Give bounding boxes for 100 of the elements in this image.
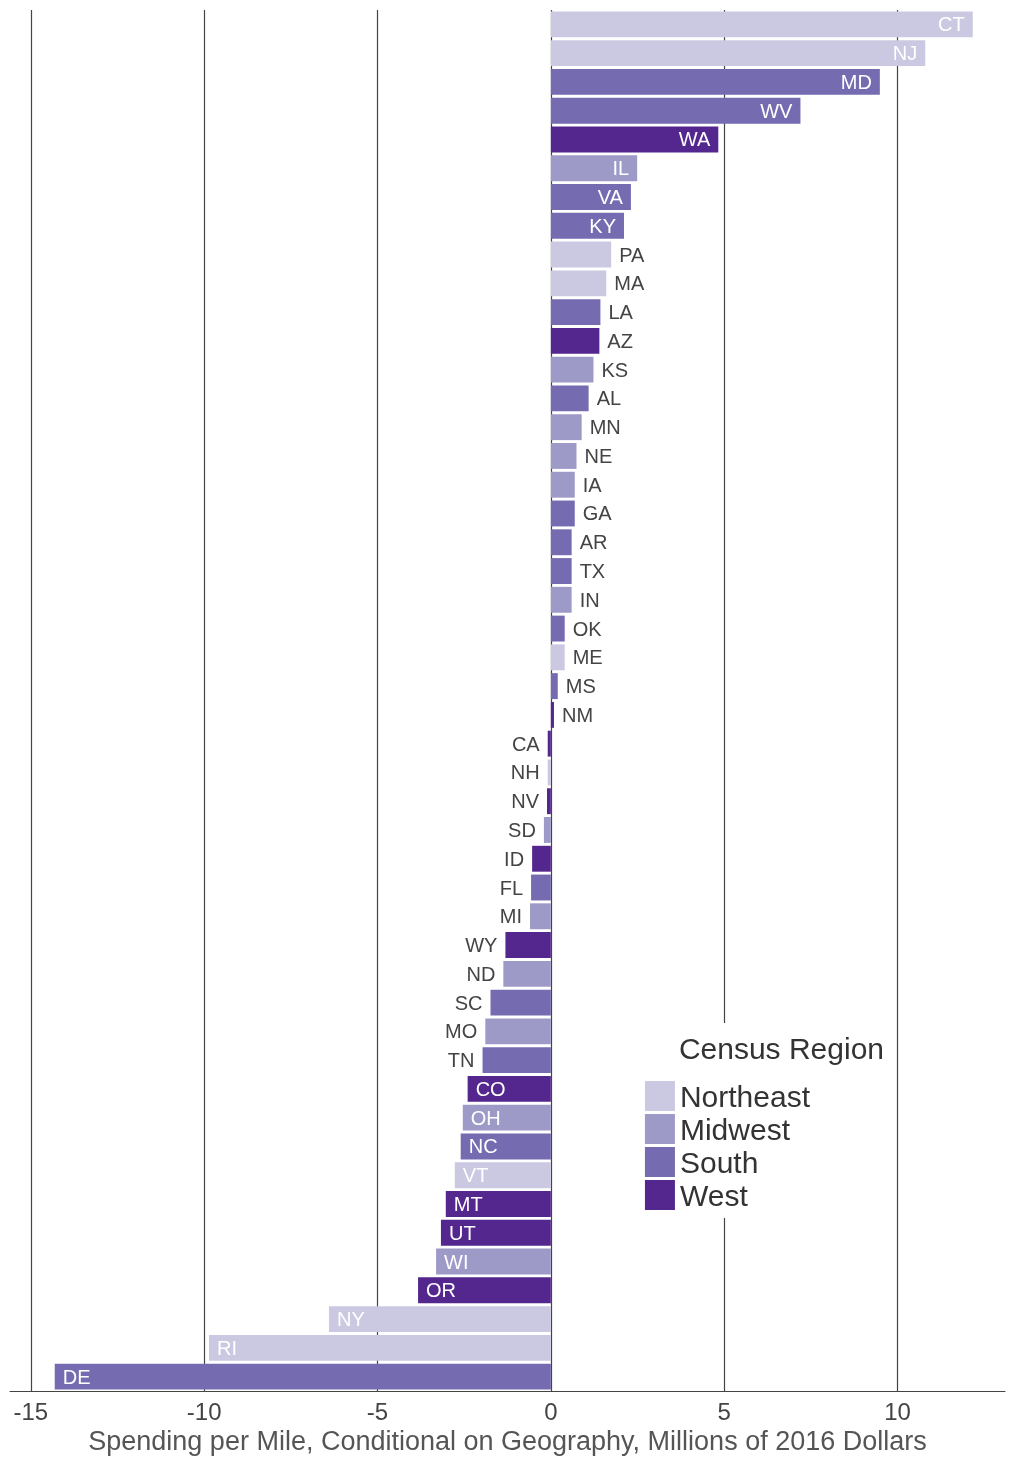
- y-tick-label: NV: [511, 790, 540, 813]
- bar: [550, 184, 631, 210]
- bar: [550, 11, 973, 38]
- bar: [550, 673, 558, 700]
- y-tick-label: MN: [589, 416, 621, 439]
- y-tick-label: NE: [584, 444, 613, 467]
- bar: [505, 932, 551, 958]
- y-tick-label: OR: [426, 1279, 457, 1302]
- y-tick-label: UT: [448, 1221, 476, 1244]
- bar: [530, 903, 551, 930]
- bar: [550, 500, 575, 527]
- y-tick-label: IL: [612, 157, 630, 180]
- bar: [550, 155, 638, 182]
- bar: [482, 1047, 551, 1074]
- y-tick-label: ID: [504, 847, 525, 870]
- y-tick-label: WI: [444, 1250, 469, 1273]
- y-tick-label: VA: [597, 186, 624, 209]
- y-tick-label: AZ: [607, 329, 633, 352]
- bar: [547, 730, 551, 757]
- x-tick-label: -10: [186, 1397, 222, 1425]
- y-tick-label: OK: [572, 617, 603, 640]
- bar: [467, 1075, 551, 1102]
- bar: [550, 270, 607, 297]
- y-tick-label: CA: [511, 732, 541, 755]
- bar: [550, 414, 582, 441]
- bar: [547, 759, 551, 786]
- y-tick-label: AL: [596, 387, 622, 410]
- legend-title: Census Region: [678, 1031, 884, 1065]
- y-tick-label: ND: [466, 962, 496, 985]
- y-tick-label: KS: [601, 358, 629, 381]
- bar: [490, 989, 551, 1016]
- bar: [328, 1306, 551, 1333]
- legend-label: West: [679, 1178, 749, 1212]
- legend-label: South: [679, 1145, 759, 1179]
- y-tick-label: WV: [760, 99, 794, 122]
- bar: [550, 327, 600, 354]
- y-tick-label: LA: [608, 301, 634, 324]
- bar: [418, 1277, 551, 1304]
- x-tick-label: 5: [717, 1397, 731, 1425]
- bar: [543, 817, 551, 843]
- bar: [550, 558, 572, 584]
- bar: [550, 644, 565, 671]
- y-tick-label: TX: [579, 560, 606, 583]
- bar: [550, 471, 575, 498]
- legend-label: Northeast: [679, 1079, 811, 1113]
- bar: [454, 1162, 551, 1189]
- bar: [550, 443, 577, 469]
- y-tick-label: GA: [582, 502, 613, 525]
- x-tick-label: -15: [13, 1397, 49, 1425]
- y-tick-label: NM: [561, 703, 594, 726]
- bar: [550, 586, 572, 613]
- bar: [550, 68, 880, 95]
- y-tick-label: WA: [678, 128, 711, 151]
- y-tick-label: MO: [445, 1020, 478, 1043]
- bar: [550, 40, 926, 67]
- y-tick-label: NH: [510, 761, 540, 784]
- y-tick-label: IA: [582, 473, 603, 496]
- y-tick-label: WY: [465, 934, 498, 957]
- bar: [550, 615, 565, 642]
- bar: [445, 1191, 551, 1217]
- bar: [550, 126, 719, 153]
- y-tick-label: CO: [475, 1077, 506, 1100]
- y-tick-label: AR: [579, 531, 608, 554]
- y-tick-label: MI: [499, 905, 523, 928]
- bar: [550, 356, 594, 383]
- legend-label: Midwest: [679, 1112, 791, 1146]
- y-tick-label: KY: [589, 214, 616, 237]
- y-tick-label: MA: [614, 272, 645, 295]
- bar: [550, 701, 554, 728]
- y-tick-label: DE: [62, 1365, 91, 1388]
- y-tick-label: SC: [454, 991, 483, 1014]
- bar: [550, 241, 612, 268]
- y-tick-label: MT: [453, 1192, 483, 1215]
- bar: [550, 385, 589, 412]
- bar: [531, 874, 551, 901]
- x-axis-title: Spending per Mile, Conditional on Geography, Millions of 2016 Dollars: [88, 1426, 927, 1457]
- bar: [503, 960, 551, 987]
- bar: [550, 529, 572, 556]
- bar: [209, 1334, 551, 1361]
- bar: [547, 788, 551, 815]
- y-tick-label: PA: [619, 243, 646, 266]
- y-tick-label: NC: [468, 1135, 498, 1158]
- bar: [54, 1363, 551, 1390]
- bar: [440, 1219, 551, 1246]
- y-tick-label: FL: [499, 876, 524, 899]
- x-tick-label: -5: [366, 1397, 389, 1425]
- y-tick-label: TN: [447, 1049, 475, 1072]
- bar: [550, 212, 624, 239]
- y-tick-label: IN: [579, 588, 600, 611]
- y-tick-label: MD: [840, 70, 872, 93]
- y-tick-label: MS: [565, 675, 596, 698]
- bar: [485, 1018, 551, 1045]
- y-tick-label: ME: [572, 646, 603, 669]
- bar: [436, 1248, 551, 1275]
- y-tick-label: OH: [470, 1106, 501, 1129]
- bar: [550, 299, 601, 326]
- bar: [550, 97, 801, 124]
- bar: [532, 845, 551, 872]
- bar: [462, 1104, 551, 1131]
- x-tick-label: 0: [544, 1397, 558, 1425]
